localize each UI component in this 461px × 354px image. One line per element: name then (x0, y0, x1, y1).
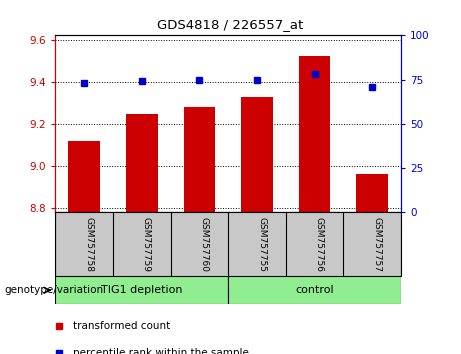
Text: TIG1 depletion: TIG1 depletion (101, 285, 183, 295)
Bar (55, 212, 401, 276)
Text: control: control (296, 285, 334, 295)
Bar (126, 114, 158, 212)
Text: percentile rank within the sample: percentile rank within the sample (73, 348, 248, 354)
Bar (183, 107, 215, 212)
Text: GSM757755: GSM757755 (257, 217, 266, 273)
Text: genotype/variation: genotype/variation (5, 285, 104, 295)
Text: GSM757756: GSM757756 (314, 217, 324, 273)
Bar (241, 97, 273, 212)
Text: transformed count: transformed count (73, 321, 170, 331)
Bar (68, 141, 100, 212)
Text: GSM757757: GSM757757 (372, 217, 381, 273)
Text: GDS4818 / 226557_at: GDS4818 / 226557_at (157, 18, 304, 31)
Text: GSM757758: GSM757758 (84, 217, 93, 273)
Bar (356, 175, 388, 212)
Bar (55, 276, 228, 304)
Bar (299, 57, 331, 212)
Bar (228, 276, 401, 304)
Text: GSM757760: GSM757760 (199, 217, 208, 273)
Text: GSM757759: GSM757759 (142, 217, 151, 273)
